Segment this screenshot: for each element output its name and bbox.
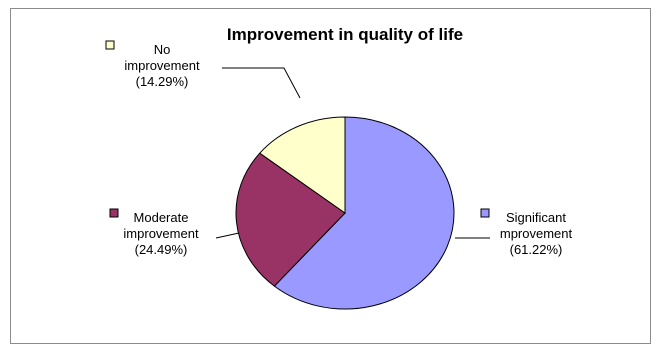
pct-label-moderate: (24.49%) (135, 242, 188, 257)
slice-label-no: No (154, 42, 171, 57)
pct-label-significant: (61.22%) (510, 242, 563, 257)
chart-title: Improvement in quality of life (227, 25, 463, 44)
slice-label-significant: Significant (506, 210, 566, 225)
slice-label-no: improvement (124, 58, 200, 73)
leader-line-moderate (215, 232, 240, 239)
slice-label-moderate: improvement (123, 226, 199, 241)
label-marker-significant (480, 208, 490, 218)
pie-slice-moderate (235, 152, 346, 287)
pct-label-no: (14.29%) (136, 74, 189, 89)
pie-slice-no (259, 116, 346, 214)
slice-label-significant: mprovement (500, 226, 573, 241)
slice-label-moderate: Moderate (134, 210, 189, 225)
leader-line-no (222, 67, 301, 99)
label-marker-no (105, 40, 115, 50)
pie-slice-significant (273, 116, 455, 310)
label-marker-moderate (109, 208, 119, 218)
